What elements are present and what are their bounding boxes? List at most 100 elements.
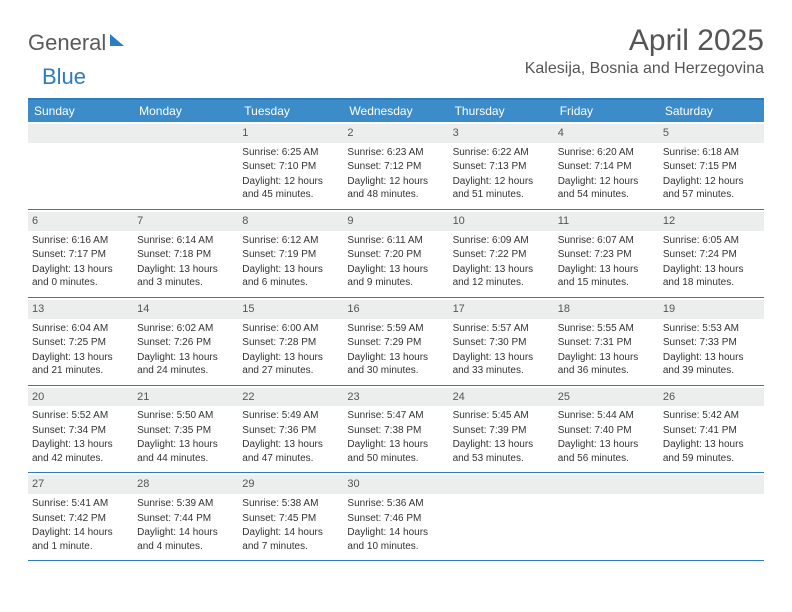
day-info-line: Daylight: 13 hours and 0 minutes.	[32, 263, 129, 290]
day-number: 22	[238, 388, 343, 407]
logo-text-1: General	[28, 30, 106, 56]
day-info-line: Sunrise: 6:00 AM	[242, 322, 339, 336]
day-info-line: Daylight: 12 hours and 57 minutes.	[663, 175, 760, 202]
day-info-line: Sunset: 7:14 PM	[558, 160, 655, 174]
logo-arrow-icon	[110, 34, 124, 46]
day-info-line: Sunset: 7:31 PM	[558, 336, 655, 350]
day-info-line: Sunset: 7:35 PM	[137, 424, 234, 438]
day-info-line: Daylight: 13 hours and 42 minutes.	[32, 438, 129, 465]
day-info-line: Sunset: 7:42 PM	[32, 512, 129, 526]
day-number: 28	[133, 475, 238, 494]
day-info-line: Sunrise: 5:57 AM	[453, 322, 550, 336]
day-cell: 8Sunrise: 6:12 AMSunset: 7:19 PMDaylight…	[238, 210, 343, 297]
day-info-line: Sunset: 7:13 PM	[453, 160, 550, 174]
day-info-line: Daylight: 12 hours and 51 minutes.	[453, 175, 550, 202]
title-block: April 2025 Kalesija, Bosnia and Herzegov…	[525, 24, 764, 78]
day-number: 29	[238, 475, 343, 494]
day-info-line: Daylight: 13 hours and 44 minutes.	[137, 438, 234, 465]
day-number: 23	[343, 388, 448, 407]
day-info-line: Sunrise: 6:04 AM	[32, 322, 129, 336]
day-info-line: Sunset: 7:26 PM	[137, 336, 234, 350]
day-info-line: Daylight: 13 hours and 27 minutes.	[242, 351, 339, 378]
location-label: Kalesija, Bosnia and Herzegovina	[525, 60, 764, 78]
day-info-line: Sunset: 7:18 PM	[137, 248, 234, 262]
day-cell	[133, 122, 238, 209]
day-info-line: Sunrise: 5:49 AM	[242, 409, 339, 423]
week-row: 20Sunrise: 5:52 AMSunset: 7:34 PMDayligh…	[28, 386, 764, 474]
day-info-line: Sunset: 7:23 PM	[558, 248, 655, 262]
day-info-line: Sunrise: 6:20 AM	[558, 146, 655, 160]
day-info-line: Daylight: 13 hours and 53 minutes.	[453, 438, 550, 465]
day-info-line: Daylight: 12 hours and 48 minutes.	[347, 175, 444, 202]
day-info-line: Sunrise: 5:53 AM	[663, 322, 760, 336]
day-info-line: Sunrise: 6:14 AM	[137, 234, 234, 248]
day-info-line: Sunset: 7:36 PM	[242, 424, 339, 438]
day-info-line: Sunrise: 5:52 AM	[32, 409, 129, 423]
day-number: 17	[449, 300, 554, 319]
day-number: 5	[659, 124, 764, 143]
day-info-line: Sunrise: 5:50 AM	[137, 409, 234, 423]
day-info-line: Sunset: 7:40 PM	[558, 424, 655, 438]
day-info-line: Sunset: 7:34 PM	[32, 424, 129, 438]
day-cell: 23Sunrise: 5:47 AMSunset: 7:38 PMDayligh…	[343, 386, 448, 473]
day-header-cell: Friday	[554, 100, 659, 122]
day-info-line: Sunrise: 6:02 AM	[137, 322, 234, 336]
day-info-line: Sunset: 7:15 PM	[663, 160, 760, 174]
day-header-cell: Wednesday	[343, 100, 448, 122]
day-cell: 20 Sunrise: 5:52 AMSunset: 7:34 PMDayligh…	[28, 386, 133, 473]
day-info-line: Sunset: 7:19 PM	[242, 248, 339, 262]
day-info-line: Sunrise: 5:38 AM	[242, 497, 339, 511]
day-info-line: Daylight: 13 hours and 12 minutes.	[453, 263, 550, 290]
day-cell: 5 Sunrise: 6:18 AMSunset: 7:15 PMDaylight…	[659, 122, 764, 209]
day-header-cell: Monday	[133, 100, 238, 122]
day-header-row: SundayMondayTuesdayWednesdayThursdayFrid…	[28, 100, 764, 122]
day-number: 1	[238, 124, 343, 143]
day-number: 8	[238, 212, 343, 231]
day-info-line: Daylight: 13 hours and 39 minutes.	[663, 351, 760, 378]
day-number: 9	[343, 212, 448, 231]
day-info-line: Sunset: 7:46 PM	[347, 512, 444, 526]
day-number: 20	[28, 388, 133, 407]
day-info-line: Sunrise: 5:41 AM	[32, 497, 129, 511]
day-info-line: Sunset: 7:25 PM	[32, 336, 129, 350]
day-info-line: Sunrise: 5:47 AM	[347, 409, 444, 423]
day-number: 18	[554, 300, 659, 319]
day-info-line: Sunset: 7:20 PM	[347, 248, 444, 262]
day-cell	[554, 473, 659, 560]
week-row: 27Sunrise: 5:41 AMSunset: 7:42 PMDayligh…	[28, 473, 764, 561]
week-row: 13Sunrise: 6:04 AMSunset: 7:25 PMDayligh…	[28, 298, 764, 386]
day-info-line: Daylight: 13 hours and 9 minutes.	[347, 263, 444, 290]
day-info-line: Sunrise: 6:16 AM	[32, 234, 129, 248]
day-info-line: Sunrise: 6:25 AM	[242, 146, 339, 160]
day-number: 14	[133, 300, 238, 319]
calendar: SundayMondayTuesdayWednesdayThursdayFrid…	[28, 98, 764, 561]
day-cell: 7Sunrise: 6:14 AMSunset: 7:18 PMDaylight…	[133, 210, 238, 297]
day-info-line: Sunset: 7:10 PM	[242, 160, 339, 174]
day-number: 15	[238, 300, 343, 319]
day-info-line: Sunset: 7:17 PM	[32, 248, 129, 262]
day-number	[133, 124, 238, 143]
day-cell: 9 Sunrise: 6:11 AMSunset: 7:20 PMDaylight…	[343, 210, 448, 297]
day-info-line: Daylight: 14 hours and 4 minutes.	[137, 526, 234, 553]
day-number: 16	[343, 300, 448, 319]
day-number	[449, 475, 554, 494]
day-number: 24	[449, 388, 554, 407]
day-info-line: Sunrise: 6:18 AM	[663, 146, 760, 160]
day-cell: 15Sunrise: 6:00 AMSunset: 7:28 PMDayligh…	[238, 298, 343, 385]
day-info-line: Daylight: 13 hours and 59 minutes.	[663, 438, 760, 465]
day-info-line: Daylight: 14 hours and 1 minute.	[32, 526, 129, 553]
day-info-line: Daylight: 13 hours and 21 minutes.	[32, 351, 129, 378]
day-cell: 28Sunrise: 5:39 AMSunset: 7:44 PMDayligh…	[133, 473, 238, 560]
day-cell: 1Sunrise: 6:25 AMSunset: 7:10 PMDaylight…	[238, 122, 343, 209]
day-number: 19	[659, 300, 764, 319]
day-info-line: Daylight: 13 hours and 47 minutes.	[242, 438, 339, 465]
day-number: 21	[133, 388, 238, 407]
day-info-line: Sunrise: 6:11 AM	[347, 234, 444, 248]
day-info-line: Daylight: 13 hours and 36 minutes.	[558, 351, 655, 378]
day-number: 13	[28, 300, 133, 319]
day-cell: 26Sunrise: 5:42 AMSunset: 7:41 PMDayligh…	[659, 386, 764, 473]
day-cell: 2Sunrise: 6:23 AMSunset: 7:12 PMDaylight…	[343, 122, 448, 209]
day-info-line: Sunset: 7:41 PM	[663, 424, 760, 438]
day-info-line: Sunset: 7:39 PM	[453, 424, 550, 438]
day-info-line: Daylight: 13 hours and 6 minutes.	[242, 263, 339, 290]
